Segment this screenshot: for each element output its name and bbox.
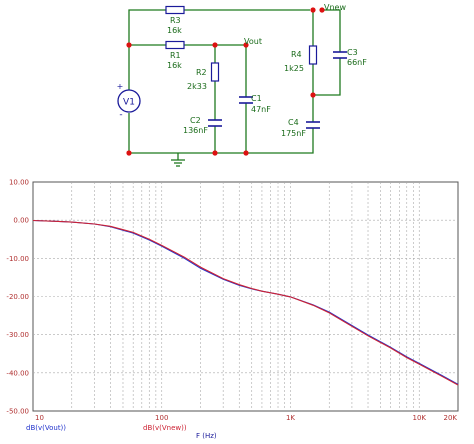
node-label-vnew: Vnew — [324, 3, 346, 12]
c1-name: C1 — [251, 94, 262, 103]
resistor-r1 — [165, 40, 185, 50]
resistor-r2 — [210, 62, 220, 82]
y-tick-label: -10.00 — [6, 255, 29, 263]
r2-name: R2 — [196, 68, 207, 77]
junction-dots — [126, 7, 325, 156]
y-tick-label: -50.00 — [6, 408, 29, 416]
series-line-vnew — [32, 219, 459, 386]
node-label-vout: Vout — [244, 37, 262, 46]
r3-value: 16k — [167, 26, 182, 35]
x-tick-labels: 10 100 1K 10K 20K — [35, 414, 457, 422]
capacitor-c4 — [306, 121, 320, 129]
x-tick-label: 1K — [286, 414, 295, 422]
r2-value: 2k33 — [187, 82, 207, 91]
x-tick-label: 20K — [444, 414, 458, 422]
x-tick-label: 10 — [35, 414, 44, 422]
c2-value: 136nF — [183, 126, 208, 135]
x-tick-label: 10K — [412, 414, 426, 422]
plot-curves — [32, 219, 459, 386]
capacitor-c2 — [208, 119, 222, 127]
resistor-r4 — [308, 45, 318, 65]
c3-name: C3 — [347, 48, 358, 57]
c4-value: 175nF — [281, 129, 306, 138]
legend-vout: dB(v(Vout)) — [26, 424, 66, 432]
y-tick-label: 0.00 — [13, 217, 29, 225]
r3-name: R3 — [170, 16, 181, 25]
legend-vnew: dB(v(Vnew)) — [143, 424, 187, 432]
y-tick-label: -30.00 — [6, 331, 29, 339]
r4-name: R4 — [291, 50, 302, 59]
y-tick-label: 10.00 — [9, 179, 29, 187]
source-minus: - — [119, 110, 122, 120]
x-axis-title: F (Hz) — [196, 432, 217, 440]
x-tick-label: 100 — [155, 414, 168, 422]
r1-name: R1 — [170, 51, 181, 60]
resistor-r3 — [165, 5, 185, 15]
ground-symbol — [171, 159, 185, 167]
c4-name: C4 — [288, 118, 299, 127]
capacitors — [208, 51, 347, 129]
c3-value: 66nF — [347, 58, 367, 67]
c2-name: C2 — [190, 116, 201, 125]
circuit-schematic: V1 + - Vout Vnew R3 16k R1 16k R2 2k33 C… — [117, 3, 367, 167]
capacitor-c3 — [333, 51, 347, 59]
c1-value: 47nF — [251, 105, 271, 114]
source-label: V1 — [123, 98, 135, 108]
y-tick-labels: 10.00 0.00 -10.00 -20.00 -30.00 -40.00 -50.00 — [6, 179, 29, 416]
voltage-source-v1 — [117, 89, 141, 113]
frequency-response-chart: 10.000.00-10.00-20.00-30.00-40.00-50.00 … — [6, 179, 459, 440]
wires — [128, 9, 341, 160]
y-tick-label: -40.00 — [6, 369, 29, 377]
r1-value: 16k — [167, 61, 182, 70]
source-plus: + — [117, 82, 124, 91]
y-tick-label: -20.00 — [6, 293, 29, 301]
capacitor-c1 — [239, 96, 253, 104]
plot-grid — [33, 182, 458, 411]
r4-value: 1k25 — [284, 64, 304, 73]
